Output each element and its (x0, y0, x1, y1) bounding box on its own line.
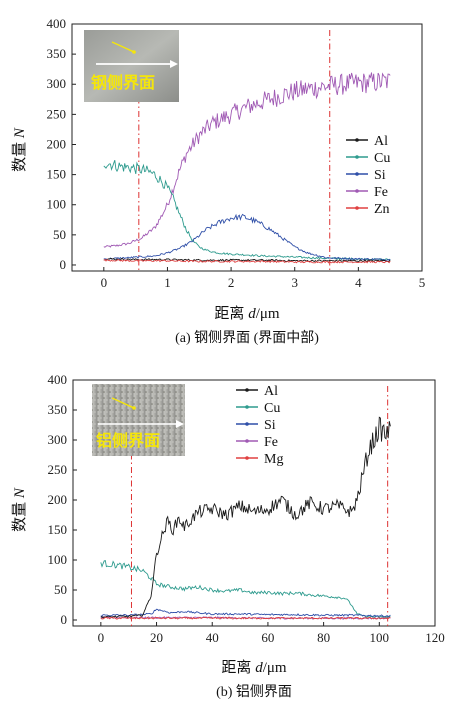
caption: (b) 铝侧界面 (216, 684, 292, 700)
series-line-si (100, 608, 391, 618)
inset-point-marker (132, 406, 136, 410)
legend-marker (355, 155, 359, 159)
inset-pointer (111, 41, 135, 53)
y-ticks: 0 50 100 150 200 250 300 350 400 (47, 16, 76, 272)
legend-marker (245, 388, 249, 392)
x-tick-label: 1 (164, 275, 171, 290)
caption: (a) 钢侧界面 (界面中部) (175, 330, 319, 346)
series-line-cu (100, 560, 391, 619)
inset-micrograph: 钢侧界面 (84, 30, 179, 102)
x-tick-label: 80 (317, 630, 330, 645)
x-tick-label: 5 (419, 275, 426, 290)
inset-background (84, 30, 179, 102)
x-tick-label: 40 (206, 630, 219, 645)
chart-panel-b: 0 20 40 60 80 100 120 0 50 100 150 200 250 300 350 400 (11, 372, 445, 700)
y-tick-label: 350 (48, 402, 68, 417)
plot-frame (71, 23, 423, 272)
y-tick-label: 100 (47, 197, 67, 212)
legend-label: Fe (374, 185, 388, 200)
y-tick-label: 0 (60, 257, 67, 272)
series-line-fe (100, 615, 391, 620)
y-tick-label: 250 (48, 462, 68, 477)
inset-arrow-head (170, 60, 178, 68)
y-tick-label: 200 (47, 136, 67, 151)
inset-point-marker (132, 50, 136, 54)
y-ticks: 0 50 100 150 200 250 300 350 400 (48, 372, 77, 627)
x-tick-label: 120 (425, 630, 445, 645)
legend-marker (355, 172, 359, 176)
legend-marker (245, 422, 249, 426)
y-tick-label: 400 (48, 372, 68, 387)
x-tick-label: 0 (98, 630, 105, 645)
series-group (103, 72, 391, 264)
legend-label: Cu (374, 151, 390, 166)
legend-label: Si (264, 418, 276, 433)
chart-panel-a: 0 1 2 3 4 5 0 50 100 150 200 250 300 350 400 钢侧界面 Al C… (11, 16, 425, 346)
series-line-al (103, 258, 391, 263)
series-line-cu (103, 160, 391, 261)
legend-label: Mg (264, 452, 283, 467)
legend-marker (245, 456, 249, 460)
x-tick-label: 60 (261, 630, 274, 645)
legend-marker (245, 439, 249, 443)
inset-micrograph: 铝侧界面 (92, 384, 185, 456)
series-group (100, 416, 391, 620)
legend-marker (355, 189, 359, 193)
x-tick-label: 3 (291, 275, 298, 290)
y-tick-label: 300 (47, 76, 67, 91)
series-line-al (100, 416, 391, 619)
legend-marker (355, 206, 359, 210)
y-tick-label: 250 (47, 106, 67, 121)
legend-label: Zn (374, 202, 390, 217)
y-tick-label: 100 (48, 552, 68, 567)
inset-pointer (111, 397, 135, 409)
legend-marker (245, 405, 249, 409)
legend-label: Al (264, 384, 278, 399)
legend-label: Fe (264, 435, 278, 450)
y-tick-label: 0 (61, 612, 68, 627)
legend-marker (355, 138, 359, 142)
series-line-mg (100, 616, 391, 620)
legend-label: Cu (264, 401, 280, 416)
x-tick-label: 0 (101, 275, 108, 290)
legend: Al Cu Si Fe Mg (236, 384, 283, 467)
y-axis-label: 数量 N (11, 487, 28, 532)
x-ticks: 0 1 2 3 4 5 (101, 267, 426, 290)
inset-label: 钢侧界面 (91, 73, 155, 92)
y-axis-label: 数量 N (11, 127, 28, 172)
series-line-fe (103, 72, 391, 248)
x-ticks: 0 20 40 60 80 100 120 (98, 622, 445, 645)
legend-label: Al (374, 134, 388, 149)
x-axis-label: 距离 d/μm (214, 305, 279, 322)
x-tick-label: 100 (370, 630, 390, 645)
x-tick-label: 4 (355, 275, 362, 290)
y-tick-label: 350 (47, 46, 67, 61)
y-tick-label: 50 (54, 582, 67, 597)
legend-label: Si (374, 168, 386, 183)
y-tick-label: 400 (47, 16, 67, 31)
y-tick-label: 150 (48, 522, 68, 537)
inset-arrow-head (176, 420, 184, 428)
x-tick-label: 2 (228, 275, 235, 290)
y-tick-label: 200 (48, 492, 68, 507)
y-tick-label: 150 (47, 167, 67, 182)
series-line-si (103, 213, 391, 261)
legend: Al Cu Si Fe Zn (346, 134, 390, 217)
y-tick-label: 50 (53, 227, 66, 242)
y-tick-label: 300 (48, 432, 68, 447)
series-line-zn (103, 258, 391, 264)
inset-background (92, 384, 185, 456)
x-axis-label: 距离 d/μm (221, 659, 286, 676)
inset-label: 铝侧界面 (96, 431, 160, 450)
plot-frame (72, 379, 436, 627)
x-tick-label: 20 (150, 630, 163, 645)
